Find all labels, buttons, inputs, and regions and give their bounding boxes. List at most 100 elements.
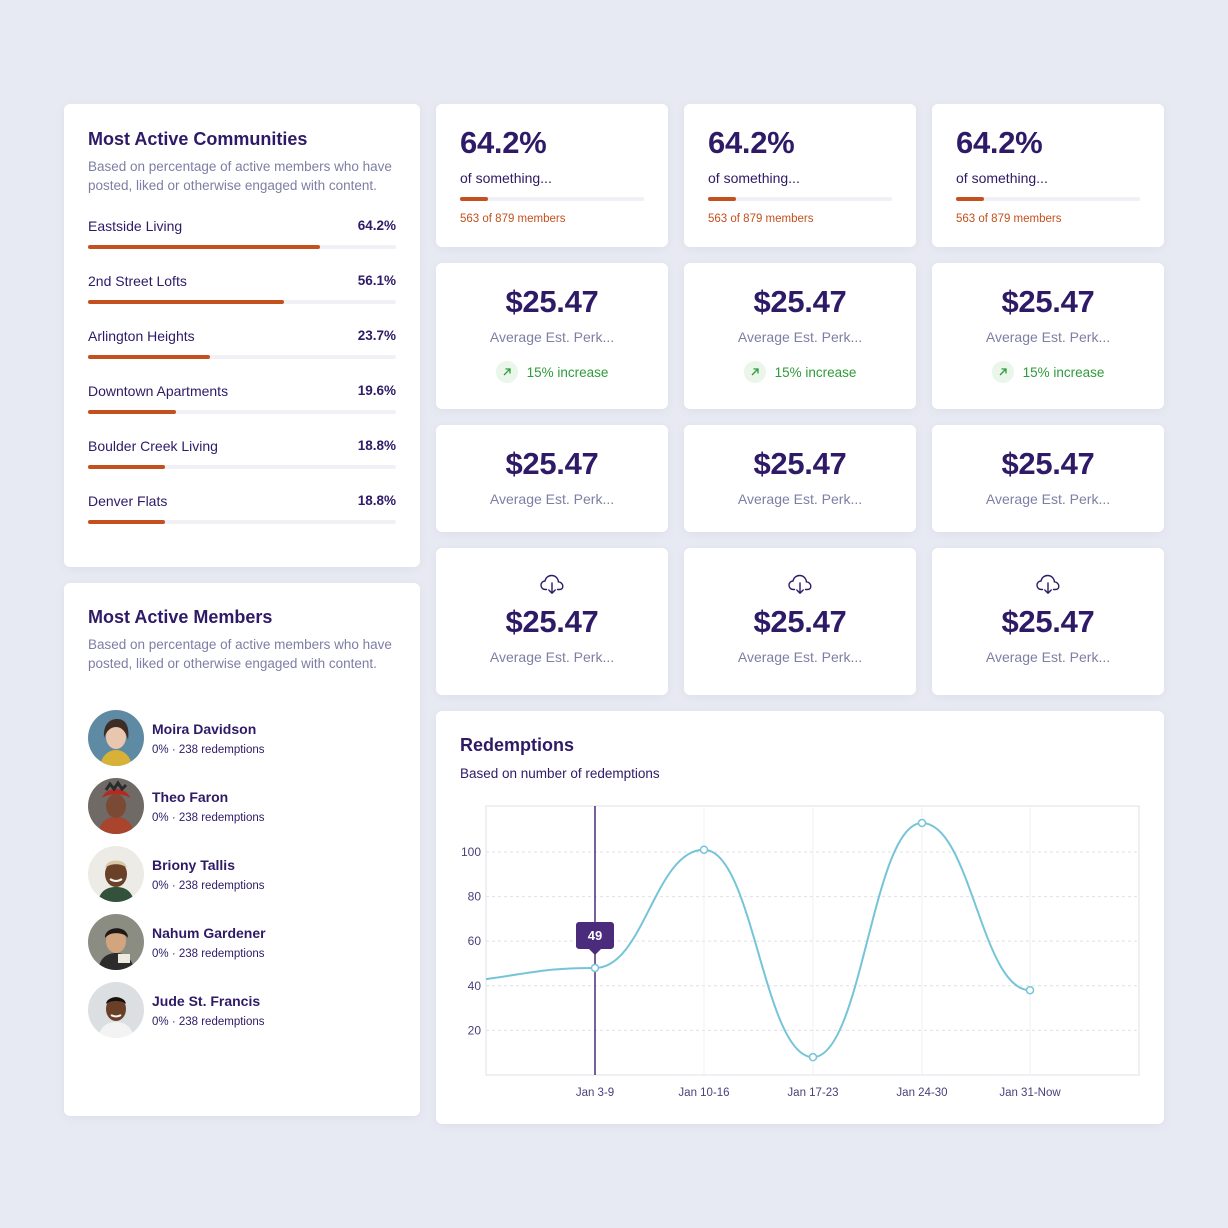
stat-value: $25.47 — [1001, 284, 1095, 319]
community-progress-fill — [88, 410, 177, 414]
stat-value: $25.47 — [1001, 446, 1095, 481]
communities-description: Based on percentage of active members wh… — [88, 159, 392, 193]
member-name[interactable]: Nahum Gardener — [152, 924, 266, 941]
chart-title: Redemptions — [460, 735, 575, 755]
stat-value: 64.2% — [708, 125, 795, 160]
avatar[interactable] — [88, 914, 144, 970]
community-progress-fill — [88, 355, 210, 359]
community-percent: 18.8% — [357, 438, 396, 453]
community-progress-track — [88, 245, 396, 249]
community-percent: 23.7% — [357, 328, 396, 343]
stat-label: Average Est. Perk... — [737, 649, 863, 665]
member-stats: 0% · 238 redemptions — [152, 1015, 265, 1028]
stat-label: of something... — [460, 170, 552, 186]
stat-note: 563 of 879 members — [956, 213, 1062, 225]
stat-label: Average Est. Perk... — [985, 329, 1111, 345]
y-tick-label: 60 — [468, 934, 482, 948]
community-name: Eastside Living — [88, 218, 183, 234]
y-tick-label: 100 — [461, 845, 481, 859]
data-point — [699, 845, 709, 854]
data-point — [917, 818, 927, 828]
member-name[interactable]: Briony Tallis — [152, 856, 235, 873]
stat-label: of something... — [956, 170, 1048, 186]
trend-indicator: 15% increase — [743, 361, 856, 383]
stat-note: 563 of 879 members — [460, 213, 566, 225]
community-row[interactable]: Boulder Creek Living 18.8% — [88, 438, 396, 493]
stat-value: $25.47 — [753, 604, 847, 639]
members-list: Moira Davidson 0% · 238 redemptions Theo… — [88, 698, 396, 1050]
series-line — [485, 821, 1031, 1059]
plain-stat-card[interactable]: $25.47 Average Est. Perk... — [436, 425, 668, 532]
stat-value: $25.47 — [505, 604, 599, 639]
progress-stat-card[interactable]: 64.2% of something... 563 of 879 members — [684, 104, 916, 247]
member-row[interactable]: Theo Faron 0% · 238 redemptions — [88, 766, 396, 846]
arrow-up-right-icon — [495, 361, 518, 383]
stat-progress-track — [956, 197, 1140, 201]
community-progress-fill — [88, 520, 165, 524]
member-name[interactable]: Jude St. Francis — [152, 992, 261, 1009]
stat-progress-track — [460, 197, 644, 201]
community-name: Downtown Apartments — [88, 383, 229, 399]
data-point — [1025, 985, 1035, 995]
stat-progress-track — [708, 197, 892, 201]
community-progress-fill — [88, 300, 284, 304]
community-percent: 56.1% — [357, 273, 396, 288]
avatar[interactable] — [88, 982, 144, 1038]
community-progress-track — [88, 300, 396, 304]
arrow-up-right-icon — [991, 361, 1014, 383]
plain-stat-card[interactable]: $25.47 Average Est. Perk... — [932, 425, 1164, 532]
plain-stat-card[interactable]: $25.47 Average Est. Perk... — [684, 425, 916, 532]
avatar[interactable] — [88, 846, 144, 902]
redemptions-chart-card: 20 40 60 80 100 Jan 3-9 Jan 10-16 Jan 17-23 Jan … — [436, 711, 1164, 1124]
avatar[interactable] — [88, 778, 144, 834]
icon-stat-card[interactable]: $25.47 Average Est. Perk... — [436, 548, 668, 695]
community-row[interactable]: Downtown Apartments 19.6% — [88, 383, 396, 438]
avatar[interactable] — [88, 710, 144, 766]
stat-label: Average Est. Perk... — [489, 329, 615, 345]
icon-stat-card[interactable]: $25.47 Average Est. Perk... — [932, 548, 1164, 695]
stat-value: 64.2% — [956, 125, 1043, 160]
member-name[interactable]: Theo Faron — [152, 788, 229, 805]
community-row[interactable]: Arlington Heights 23.7% — [88, 328, 396, 383]
stat-label: Average Est. Perk... — [489, 649, 615, 665]
stat-label: Average Est. Perk... — [985, 649, 1111, 665]
stat-value: $25.47 — [753, 446, 847, 481]
progress-stat-card[interactable]: 64.2% of something... 563 of 879 members — [436, 104, 668, 247]
community-row[interactable]: Denver Flats 18.8% — [88, 493, 396, 548]
trend-indicator: 15% increase — [495, 361, 608, 383]
community-percent: 18.8% — [357, 493, 396, 508]
member-stats: 0% · 238 redemptions — [152, 947, 265, 960]
icon-stat-card[interactable]: $25.47 Average Est. Perk... — [684, 548, 916, 695]
y-tick-label: 80 — [468, 890, 482, 904]
community-row[interactable]: Eastside Living 64.2% — [88, 218, 396, 273]
member-row[interactable]: Moira Davidson 0% · 238 redemptions — [88, 698, 396, 778]
trend-stat-card[interactable]: $25.47 Average Est. Perk... 15% increase — [436, 263, 668, 409]
member-row[interactable]: Jude St. Francis 0% · 238 redemptions — [88, 970, 396, 1050]
progress-stat-card[interactable]: 64.2% of something... 563 of 879 members — [932, 104, 1164, 247]
redemptions-chart[interactable]: 20 40 60 80 100 Jan 3-9 Jan 10-16 Jan 17-23 Jan … — [436, 711, 1164, 1124]
stat-label: Average Est. Perk... — [985, 491, 1111, 507]
tooltip-value: 49 — [588, 928, 602, 943]
trend-stat-card[interactable]: $25.47 Average Est. Perk... 15% increase — [684, 263, 916, 409]
community-progress-fill — [88, 245, 320, 249]
x-tick-label: Jan 24-30 — [896, 1087, 947, 1099]
members-title: Most Active Members — [88, 607, 273, 627]
community-row[interactable]: 2nd Street Lofts 56.1% — [88, 273, 396, 328]
trend-indicator: 15% increase — [991, 361, 1105, 383]
community-name: Boulder Creek Living — [88, 438, 218, 454]
cloud-download-icon — [540, 574, 564, 594]
stat-label: Average Est. Perk... — [489, 491, 615, 507]
member-stats: 0% · 238 redemptions — [152, 879, 265, 892]
chart-subtitle: Based on number of redemptions — [460, 766, 660, 781]
member-name[interactable]: Moira Davidson — [152, 720, 257, 737]
member-row[interactable]: Nahum Gardener 0% · 238 redemptions — [88, 902, 396, 982]
member-stats: 0% · 238 redemptions — [152, 811, 265, 824]
trend-stat-card[interactable]: $25.47 Average Est. Perk... 15% increase — [932, 263, 1164, 409]
trend-text: 15% increase — [1022, 364, 1105, 380]
y-tick-label: 40 — [468, 979, 482, 993]
member-stats: 0% · 238 redemptions — [152, 743, 265, 756]
member-row[interactable]: Briony Tallis 0% · 238 redemptions — [88, 834, 396, 914]
stat-value: $25.47 — [1001, 604, 1095, 639]
stat-label: Average Est. Perk... — [737, 491, 863, 507]
community-progress-track — [88, 355, 396, 359]
